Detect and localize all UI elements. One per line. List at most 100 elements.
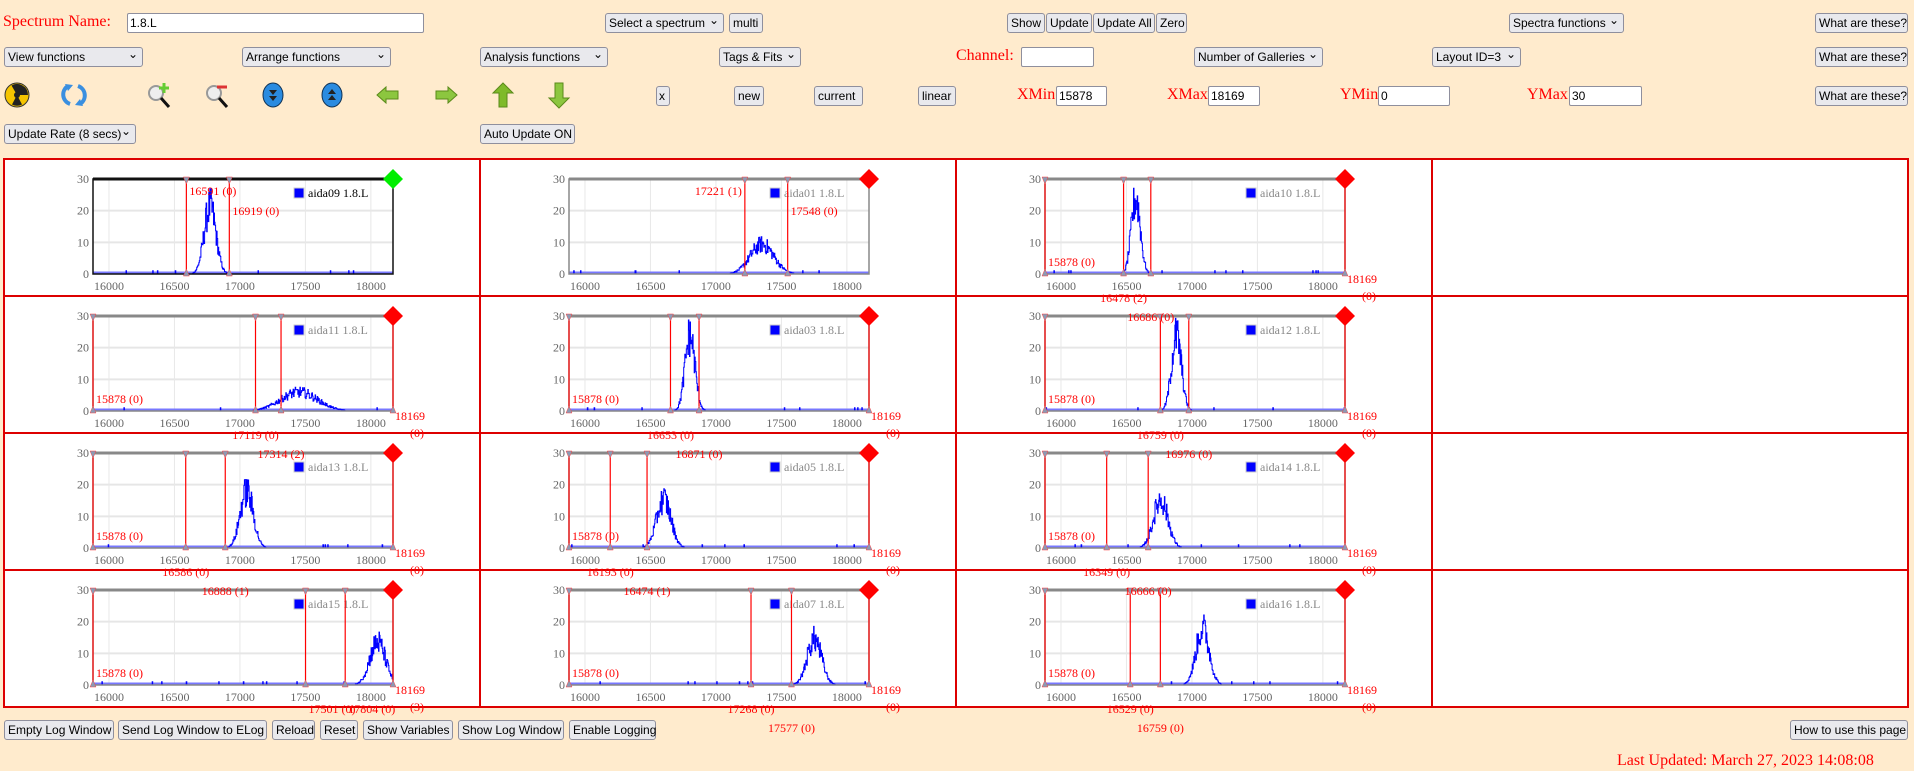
legend-swatch xyxy=(769,598,781,610)
show-variables-button[interactable]: Show Variables xyxy=(363,720,453,740)
cursor-handle-bottom xyxy=(1144,542,1152,551)
gallery-cell-border xyxy=(3,158,481,297)
update-rate-dropdown[interactable]: Update Rate (8 secs) xyxy=(4,122,136,144)
y-tick-label: 20 xyxy=(553,341,565,355)
cursor-label: 16686 (0) xyxy=(1127,310,1174,324)
cursor-label: 16919 (0) xyxy=(232,204,279,218)
radiation-icon[interactable] xyxy=(3,81,31,109)
spectrum-chart: 0 10 20 30 16000 16500 17000 17500 18000 aida03 1… xyxy=(553,306,879,430)
cursor-handle-top xyxy=(1126,587,1134,596)
what-are-these-button-2[interactable]: What are these? xyxy=(1815,47,1908,67)
gallery-cell-border xyxy=(1431,295,1909,434)
arrow-up-icon[interactable] xyxy=(489,81,517,109)
y-tick-label: 30 xyxy=(553,583,565,597)
reload-button[interactable]: Reload xyxy=(272,720,315,740)
x-tick-label: 18000 xyxy=(356,279,386,293)
send-log-elog-button[interactable]: Send Log Window to ELog xyxy=(118,720,267,740)
x-tick-label: 16500 xyxy=(635,690,665,704)
legend-label: aida16 1.8.L xyxy=(1260,597,1320,611)
cursor-handle-bottom xyxy=(182,542,190,551)
x-tick-label: 17500 xyxy=(1242,416,1272,430)
y-tick-label: 20 xyxy=(77,615,89,629)
cursor-handle-bottom xyxy=(89,542,97,551)
x-tick-label: 17500 xyxy=(290,279,320,293)
xmin-input[interactable]: 15878 xyxy=(1056,86,1107,106)
y-tick-label: 30 xyxy=(77,172,89,186)
how-to-use-button[interactable]: How to use this page xyxy=(1790,720,1908,740)
enable-logging-button[interactable]: Enable Logging xyxy=(569,720,656,740)
cursor-handle-top xyxy=(225,176,233,185)
arrange-functions-dropdown[interactable]: Arrange functions xyxy=(242,45,391,67)
analysis-functions-dropdown[interactable]: Analysis functions xyxy=(480,45,608,67)
y-tick-label: 30 xyxy=(77,446,89,460)
cursor-handle-bottom xyxy=(1156,679,1164,688)
what-are-these-button-1[interactable]: What are these? xyxy=(1815,13,1908,33)
cursor-handle-bottom xyxy=(389,405,397,414)
linear-button[interactable]: linear xyxy=(918,86,956,106)
reset-button[interactable]: Reset xyxy=(320,720,358,740)
zoom-out-icon[interactable] xyxy=(203,81,231,109)
number-of-galleries-dropdown[interactable]: Number of Galleries xyxy=(1194,45,1323,67)
x-tick-label: 18000 xyxy=(356,690,386,704)
current-button[interactable]: current xyxy=(814,86,863,106)
show-button[interactable]: Show xyxy=(1007,13,1045,33)
expand-up-icon[interactable] xyxy=(318,81,346,109)
zoom-in-icon[interactable] xyxy=(145,81,173,109)
what-are-these-button-3[interactable]: What are these? xyxy=(1815,86,1908,106)
cursor-handle-top xyxy=(1341,313,1349,322)
arrow-right-icon[interactable] xyxy=(432,81,460,109)
legend-swatch xyxy=(769,324,781,336)
histogram-trace xyxy=(569,236,870,275)
x-tick-label: 17000 xyxy=(225,690,255,704)
cursor-handle-bottom xyxy=(1041,268,1049,277)
spectrum-name-input[interactable]: 1.8.L xyxy=(127,13,424,33)
update-button[interactable]: Update xyxy=(1046,13,1092,33)
y-tick-label: 30 xyxy=(1029,446,1041,460)
layout-id-dropdown[interactable]: Layout ID=3 xyxy=(1432,45,1521,67)
legend-swatch xyxy=(293,324,305,336)
legend-swatch xyxy=(293,187,305,199)
ymin-input[interactable]: 0 xyxy=(1378,86,1450,106)
update-all-button[interactable]: Update All xyxy=(1093,13,1155,33)
gallery-cell-border xyxy=(1431,432,1909,571)
legend-swatch xyxy=(1245,598,1257,610)
xmax-input[interactable]: 18169 xyxy=(1208,86,1260,106)
tags-fits-dropdown[interactable]: Tags & Fits xyxy=(719,45,801,67)
expand-down-icon[interactable] xyxy=(259,81,287,109)
cursor-label: 17221 (1) xyxy=(695,184,742,198)
empty-log-button[interactable]: Empty Log Window xyxy=(4,720,114,740)
x-tick-label: 18000 xyxy=(1308,416,1338,430)
ymin-label: YMin xyxy=(1340,86,1379,103)
histogram-trace xyxy=(1045,493,1346,549)
cursor-handle-top xyxy=(302,587,309,596)
gallery-cell xyxy=(1432,159,1908,296)
multi-button[interactable]: multi xyxy=(729,13,763,33)
show-log-button[interactable]: Show Log Window xyxy=(458,720,564,740)
arrow-down-icon[interactable] xyxy=(545,81,573,109)
cursor-handle-bottom xyxy=(741,268,749,277)
refresh-icon[interactable] xyxy=(60,81,88,109)
arrow-left-icon[interactable] xyxy=(374,81,402,109)
view-functions-dropdown[interactable]: View functions xyxy=(4,45,143,67)
x-tick-label: 16500 xyxy=(159,416,189,430)
cursor-label: 16653 (0) xyxy=(647,428,694,442)
spectra-functions-dropdown[interactable]: Spectra functions xyxy=(1509,11,1624,33)
zero-button[interactable]: Zero xyxy=(1156,13,1187,33)
spectrum-chart: 0 10 20 30 16000 16500 17000 17500 18000 aida12 1… xyxy=(1029,306,1355,430)
ymax-input[interactable]: 30 xyxy=(1569,86,1642,106)
legend-swatch xyxy=(1245,461,1257,473)
cursor-handle-bottom xyxy=(565,679,573,688)
x-tick-label: 17000 xyxy=(1177,553,1207,567)
gallery-cell-border xyxy=(3,569,481,708)
x-tick-label: 18000 xyxy=(356,553,386,567)
channel-input[interactable] xyxy=(1021,47,1094,67)
cursor-handle-top xyxy=(865,587,873,596)
new-button[interactable]: new xyxy=(734,86,764,106)
plot-frame xyxy=(1044,589,1346,686)
x-button[interactable]: x xyxy=(656,86,670,106)
max-cursor-count: (0) xyxy=(1362,563,1376,577)
auto-update-button[interactable]: Auto Update ON xyxy=(480,124,575,144)
y-tick-label: 30 xyxy=(553,309,565,323)
cursor-handle-top xyxy=(565,313,573,322)
select-spectrum-dropdown[interactable]: Select a spectrum xyxy=(605,11,724,33)
